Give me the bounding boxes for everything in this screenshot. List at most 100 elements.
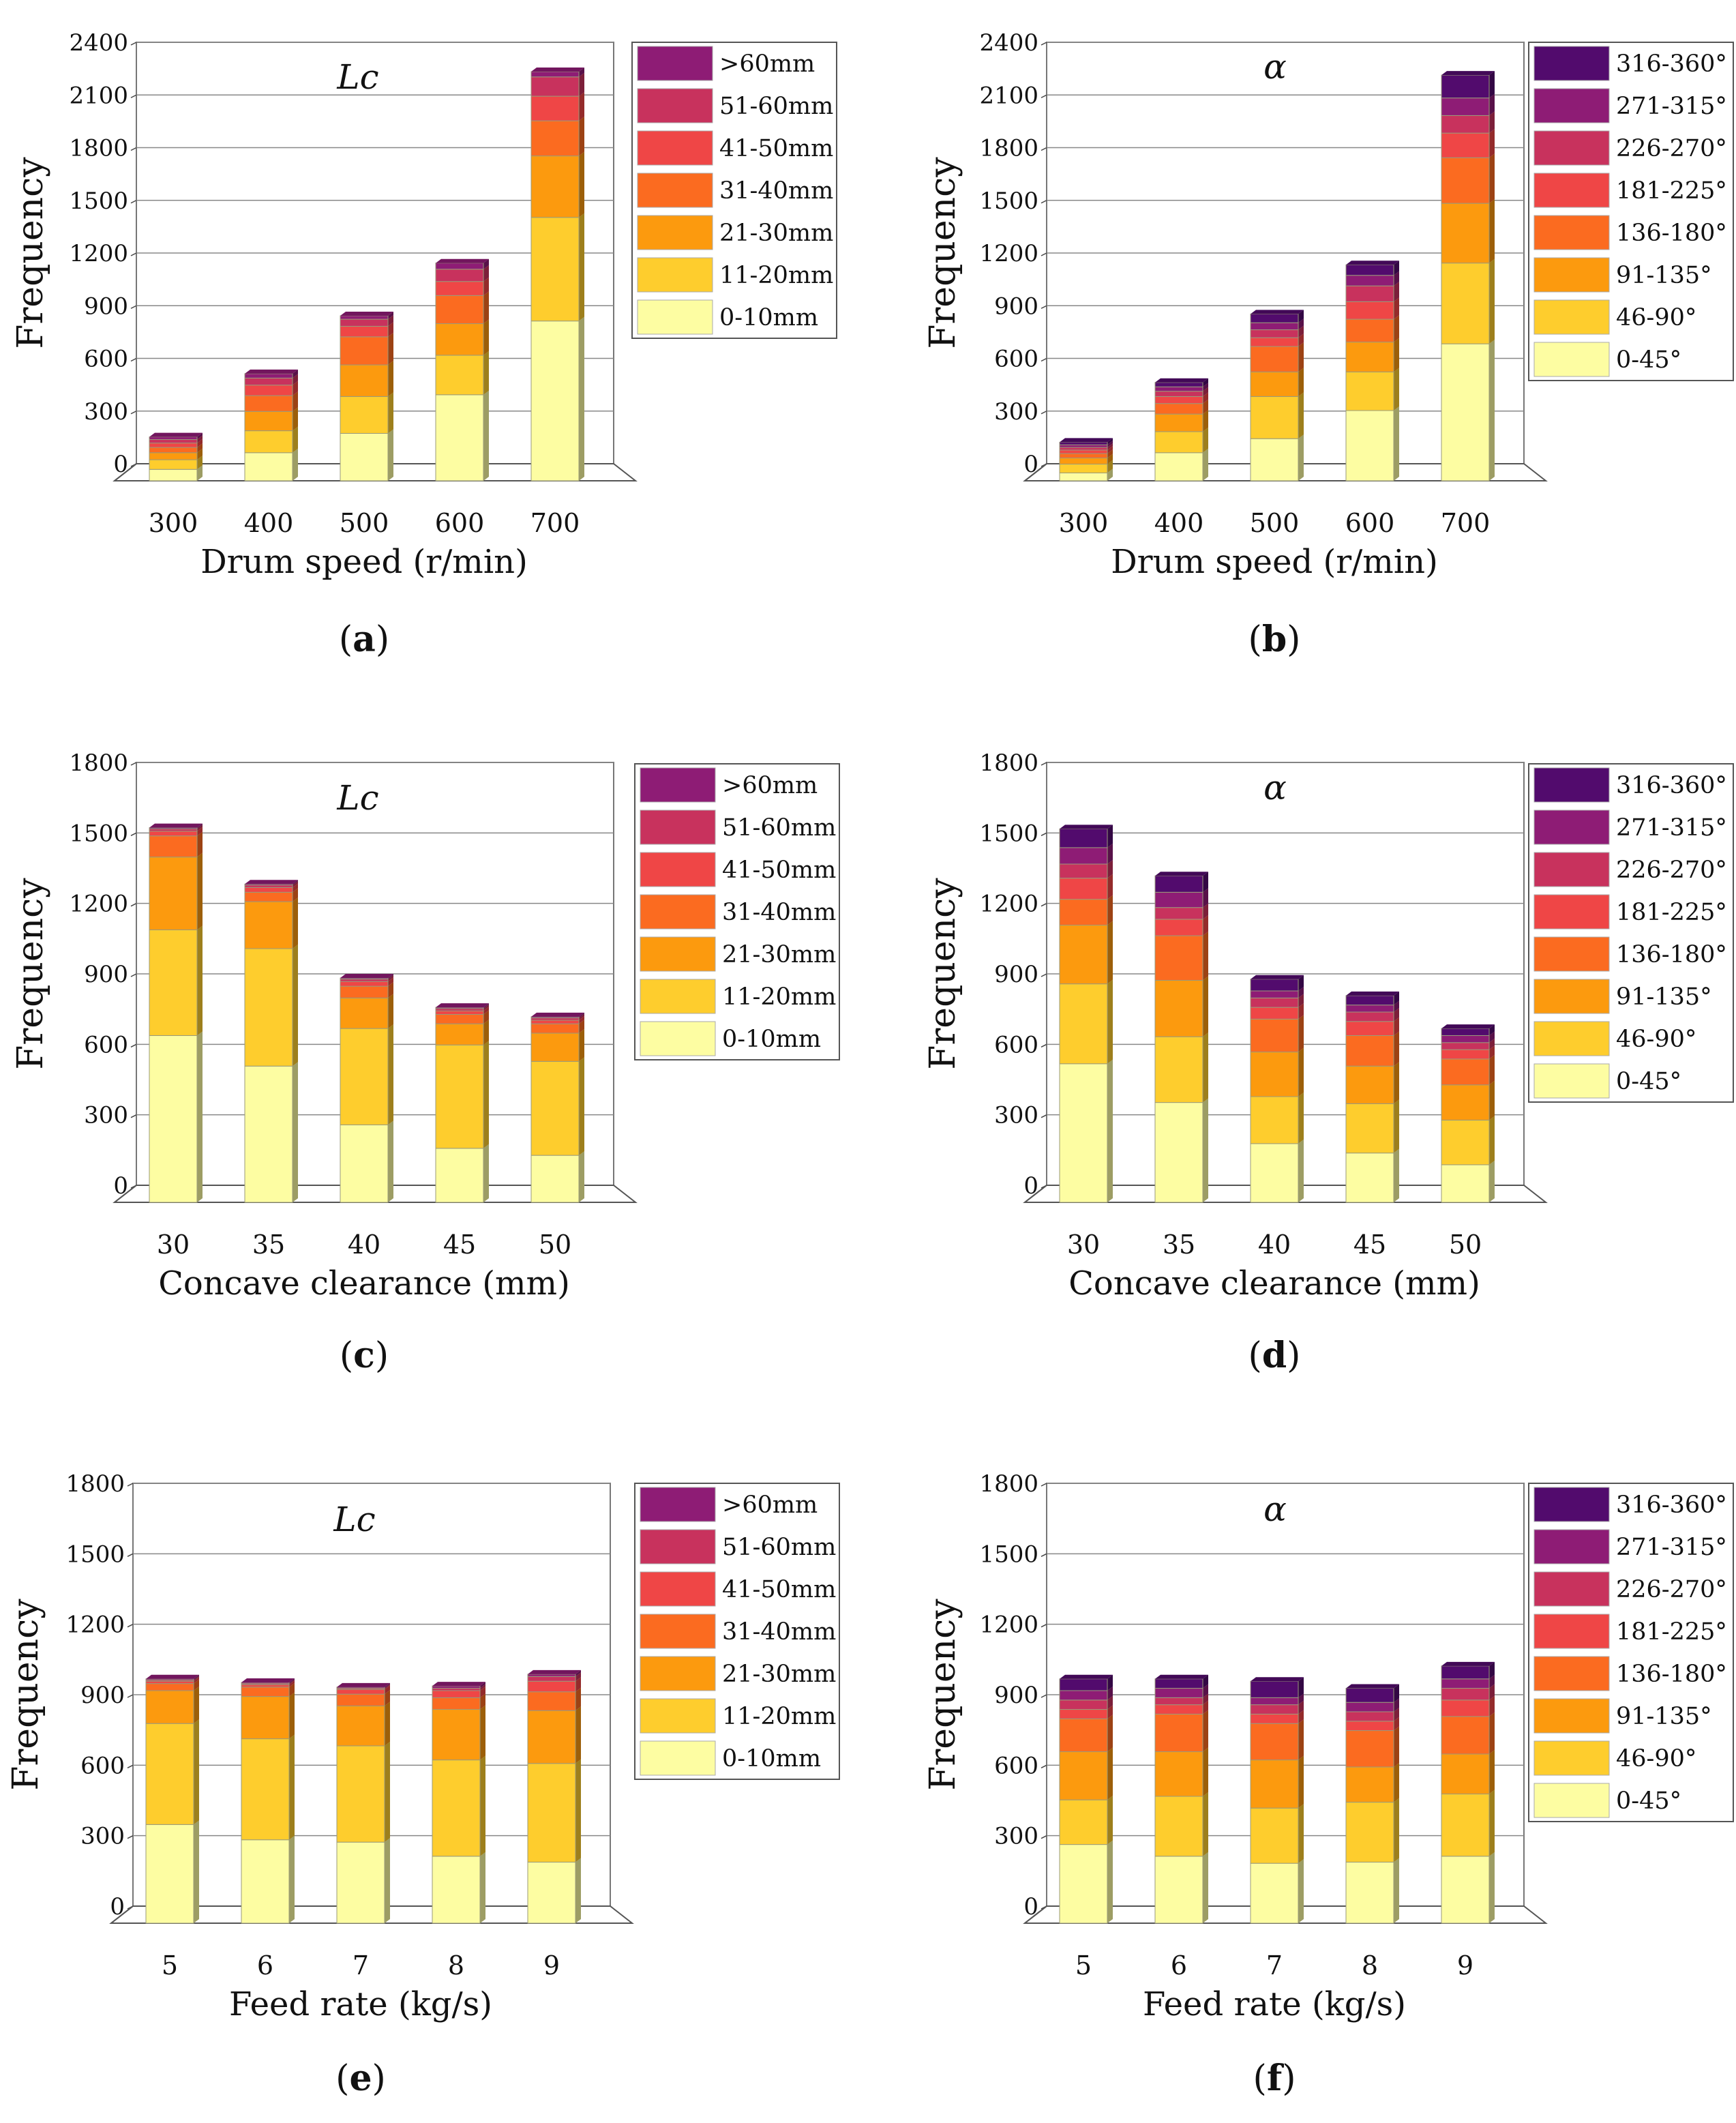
bar-side xyxy=(480,1705,485,1760)
legend-swatch xyxy=(640,1487,716,1522)
bar-side xyxy=(1394,1684,1399,1703)
bar-side xyxy=(1489,340,1495,481)
bar-side xyxy=(293,448,298,481)
bar-top xyxy=(1251,310,1304,314)
bar-segment-400-11-20mm xyxy=(244,430,293,454)
bar-segment-35-271-315° xyxy=(1154,891,1203,908)
bar-top xyxy=(1251,1677,1304,1682)
bar-segment-5-0-45° xyxy=(1059,1844,1108,1924)
legend-swatch xyxy=(1533,88,1610,123)
bar-side xyxy=(388,392,393,434)
x-axis-label: Concave clearance (mm) xyxy=(1068,1264,1480,1303)
bar-side xyxy=(1298,392,1304,439)
legend: 316-360° 271-315° 226-270° 181-225° 136-180°… xyxy=(1528,763,1734,1103)
bar-segment-5-46-90° xyxy=(1059,1799,1108,1845)
bar-segment-6-181-225° xyxy=(1154,1704,1203,1714)
legend-label: 31-40mm xyxy=(719,177,833,205)
bar-segment-6-21-30mm xyxy=(241,1696,290,1740)
y-tick-mark xyxy=(130,411,137,415)
bar-segment-9-11-20mm xyxy=(527,1763,576,1862)
bar-segment-7-181-225° xyxy=(1250,1713,1299,1724)
legend-label: >60mm xyxy=(722,772,818,799)
panel-caption: (b) xyxy=(1248,619,1301,660)
bar-side xyxy=(388,332,393,366)
bar-side xyxy=(1298,1710,1304,1724)
floor-edge xyxy=(1024,1905,1047,1924)
bar-side xyxy=(293,881,298,888)
bar-segment-7-0-45° xyxy=(1250,1862,1299,1924)
bar-side xyxy=(197,465,203,481)
bar-segment-8-31-40mm xyxy=(432,1697,481,1710)
legend-label: 41-50mm xyxy=(722,857,836,884)
bar-segment-35-31-40mm xyxy=(244,891,293,902)
bar-side xyxy=(483,291,489,324)
bar-side xyxy=(579,1151,584,1202)
y-tick-mark xyxy=(1041,1764,1047,1769)
bar-side xyxy=(1107,921,1113,984)
y-tick-label: 0 xyxy=(113,1172,128,1200)
y-tick-mark xyxy=(1041,252,1047,256)
bar-segment-7-226-270° xyxy=(1250,1704,1299,1714)
bar-side xyxy=(579,117,584,156)
bar-segment-50->60mm xyxy=(530,1016,580,1019)
bar-side xyxy=(1107,860,1113,878)
legend-swatch xyxy=(640,1571,716,1607)
bar-side xyxy=(579,1016,584,1024)
bar-segment-400-91-135° xyxy=(1154,413,1203,432)
bar-side xyxy=(1394,1099,1399,1153)
bar-segment-8-0-10mm xyxy=(432,1856,481,1924)
legend-label: 31-40mm xyxy=(722,1618,836,1646)
x-tick-label: 30 xyxy=(157,1230,190,1260)
bar-segment-40->60mm xyxy=(340,977,389,980)
bar-top xyxy=(1441,1024,1495,1029)
x-tick-label: 700 xyxy=(530,508,580,538)
x-axis-label: Drum speed (r/min) xyxy=(1111,543,1438,581)
bar-side xyxy=(293,391,298,412)
bar-side xyxy=(194,1687,199,1724)
bar-side xyxy=(1489,1038,1495,1050)
bar-segment-7-136-180° xyxy=(1250,1723,1299,1761)
y-tick-label: 0 xyxy=(113,451,128,478)
bar-side xyxy=(1489,71,1495,98)
y-tick-label: 2100 xyxy=(979,82,1038,109)
bar-top xyxy=(1155,872,1208,876)
bar-side xyxy=(1107,1705,1113,1719)
floor-edge xyxy=(1024,1185,1047,1203)
bar-segment-6-31-40mm xyxy=(241,1687,290,1697)
legend-swatch xyxy=(1533,1487,1610,1522)
x-tick-label: 9 xyxy=(1457,1950,1473,1980)
bar-side xyxy=(1298,1755,1304,1809)
legend-label: 181-225° xyxy=(1616,1618,1727,1646)
legend-label: 21-30mm xyxy=(722,1661,836,1688)
bar-top xyxy=(1346,1684,1399,1689)
bar-segment-8-316-360° xyxy=(1345,1688,1394,1703)
bar-segment-300-181-225° xyxy=(1059,449,1108,454)
bar-segment-9-91-135° xyxy=(1441,1753,1490,1795)
bar-side xyxy=(1489,1674,1495,1689)
y-axis-label: Frequency xyxy=(10,878,51,1070)
bar-segment-400-316-360° xyxy=(1154,382,1203,387)
bar-side xyxy=(1298,1719,1304,1760)
bar-side xyxy=(483,1004,489,1011)
bar-side xyxy=(579,316,584,481)
bar-side xyxy=(579,1057,584,1156)
bar-side xyxy=(1203,872,1208,893)
x-tick-label: 9 xyxy=(543,1950,560,1980)
y-tick-label: 0 xyxy=(1023,1893,1038,1920)
bar-side xyxy=(1394,271,1399,286)
bar-side xyxy=(1489,1080,1495,1120)
bar-segment-30-91-135° xyxy=(1059,925,1108,985)
bar-segment-5-181-225° xyxy=(1059,1709,1108,1719)
y-tick-label: 1800 xyxy=(69,135,128,162)
bar-side xyxy=(293,888,298,902)
legend-label: 136-180° xyxy=(1616,1661,1727,1688)
y-tick-label: 300 xyxy=(994,1102,1038,1129)
y-tick-label: 2400 xyxy=(979,29,1038,57)
legend-label: 316-360° xyxy=(1616,1491,1727,1519)
y-tick-label: 900 xyxy=(994,1682,1038,1709)
bar-side xyxy=(480,1687,485,1698)
bar-segment-30-226-270° xyxy=(1059,863,1108,879)
bar-side xyxy=(1489,1160,1495,1202)
bar-top xyxy=(432,1682,485,1687)
bar-side xyxy=(1394,1698,1399,1712)
